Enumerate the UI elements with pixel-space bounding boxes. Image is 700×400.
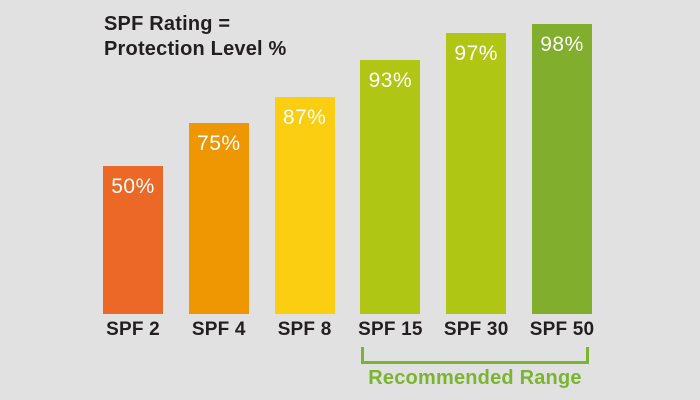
bar-spf-30: 97%: [446, 33, 507, 314]
bar-value-label: 75%: [197, 132, 241, 155]
bar-category-label: SPF 8: [277, 319, 332, 340]
bar-value-label: 50%: [111, 175, 155, 198]
bar-value-label: 98%: [540, 33, 584, 56]
bar-spf-50: 98%: [532, 24, 592, 314]
bar-value-label: 87%: [282, 106, 327, 129]
chart-title-line2: Protection Level %: [104, 38, 287, 60]
bar-category-label: SPF 15: [358, 319, 423, 340]
bar-spf-15: 93%: [360, 60, 421, 314]
chart-title: SPF Rating = Protection Level %: [104, 12, 287, 62]
bar-value-label: 93%: [368, 69, 413, 92]
recommended-range-label: Recommended Range: [368, 367, 582, 389]
bar-category-label: SPF 50: [529, 319, 595, 340]
bar-spf-8: 87%: [274, 97, 335, 314]
recommended-range-bracket: [361, 347, 589, 364]
bar-category-label: SPF 4: [191, 319, 246, 340]
bar-spf-4: 75%: [188, 123, 249, 314]
chart-title-line1: SPF Rating =: [104, 13, 231, 35]
bar-category-label: SPF 30: [443, 319, 509, 340]
bar-category-label: SPF 2: [106, 319, 160, 340]
bar-value-label: 97%: [454, 42, 498, 65]
bar-spf-2: 50%: [103, 166, 163, 314]
